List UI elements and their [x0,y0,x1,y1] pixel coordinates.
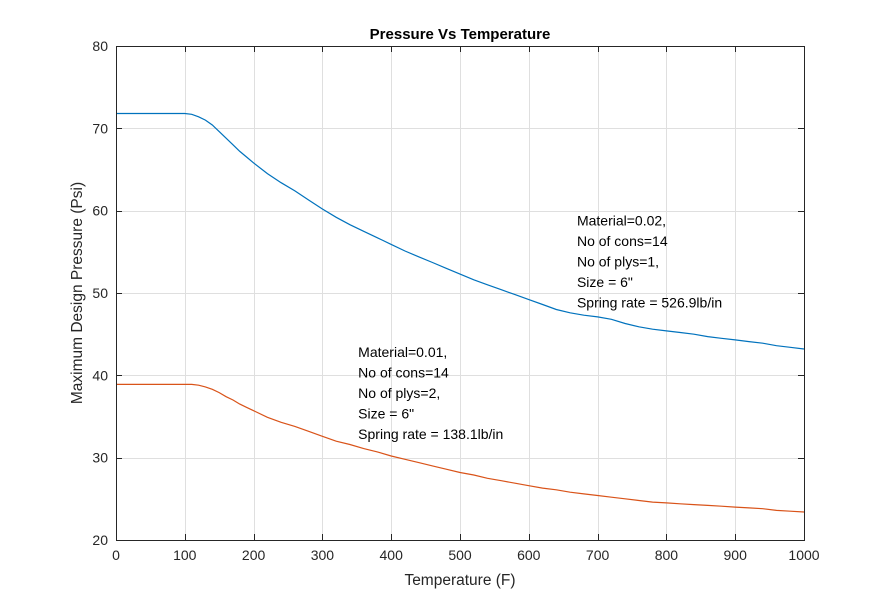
x-tick-label: 500 [448,547,472,563]
x-tick-label: 0 [112,547,120,563]
annotation-line: Size = 6" [577,274,633,290]
x-tick-label: 1000 [788,547,819,563]
x-tick-label: 700 [586,547,610,563]
annotation-line: No of cons=14 [577,233,668,249]
annotation-line: No of plys=2, [358,385,440,401]
y-tick-label: 70 [92,120,108,136]
x-tick-labels: 0 100 200 300 400 500 600 700 800 900 1000 [112,547,820,563]
y-tick-labels: 20 30 40 50 60 70 80 [92,38,108,548]
x-tick-label: 800 [655,547,679,563]
y-tick-label: 20 [92,532,108,548]
y-tick-label: 50 [92,285,108,301]
x-tick-label: 300 [311,547,335,563]
annotation-line: Size = 6" [358,406,414,422]
annotation-line: Material=0.01, [358,344,447,360]
x-axis-label: Temperature (F) [404,572,515,589]
series-layer [116,112,805,513]
annotation-line: Spring rate = 526.9lb/in [577,294,722,310]
chart-title: Pressure Vs Temperature [370,26,551,43]
annotation-line: No of plys=1, [577,253,659,269]
x-tick-label: 900 [724,547,748,563]
annotation-2: Material=0.01, No of cons=14 No of plys=2,… [358,344,503,442]
y-tick-label: 80 [92,38,108,54]
series-line-1 [116,112,805,350]
x-tick-label: 400 [380,547,404,563]
x-tick-label: 600 [517,547,541,563]
ticks [116,46,805,541]
y-axis-label: Maximum Design Pressure (Psi) [69,182,86,404]
series-line-2 [116,383,805,513]
annotation-line: Spring rate = 138.1lb/in [358,426,503,442]
x-tick-label: 200 [242,547,266,563]
y-tick-label: 60 [92,203,108,219]
y-tick-label: 40 [92,367,108,383]
annotations: Material=0.02, No of cons=14 No of plys=1,… [358,212,722,442]
annotation-line: Material=0.02, [577,212,666,228]
x-tick-label: 100 [173,547,197,563]
y-tick-label: 30 [92,450,108,466]
annotation-1: Material=0.02, No of cons=14 No of plys=1,… [577,212,722,310]
annotation-line: No of cons=14 [358,365,449,381]
